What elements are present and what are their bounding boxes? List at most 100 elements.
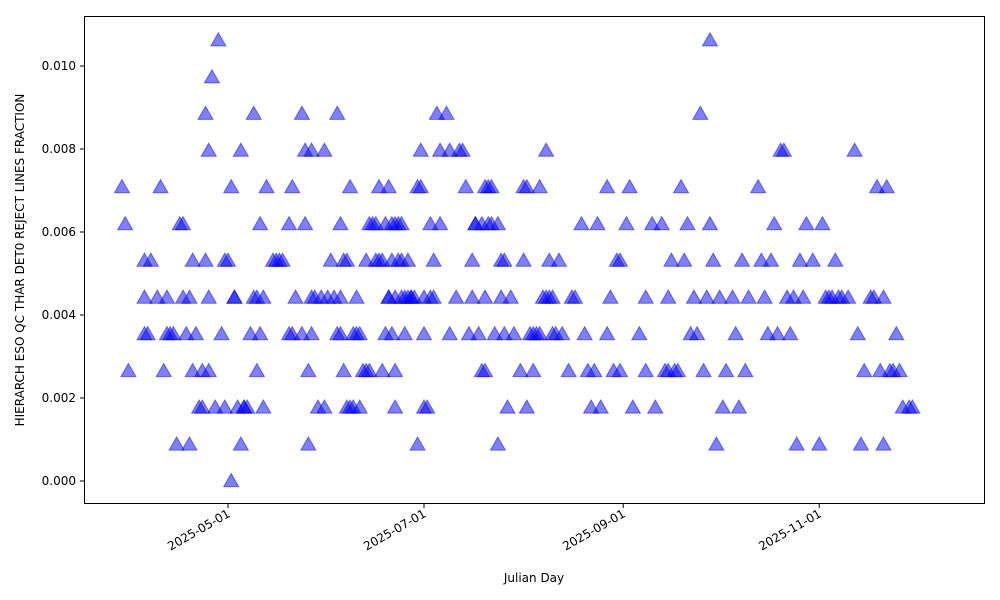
y-tick-label: 0.008 <box>42 142 76 156</box>
y-axis-ticks: 0.000 0.002 0.004 0.006 0.008 0.010 <box>42 59 85 488</box>
triangle-marker <box>431 215 449 231</box>
triangle-marker <box>238 399 256 414</box>
triangle-marker <box>791 252 809 267</box>
triangle-marker <box>585 362 603 378</box>
triangle-marker <box>409 435 426 451</box>
triangle-marker <box>412 178 430 194</box>
triangle-marker <box>193 399 211 414</box>
triangle-marker <box>197 252 214 267</box>
triangle-marker <box>296 215 314 231</box>
triangle-marker <box>701 215 719 231</box>
triangle-marker <box>560 362 577 378</box>
triangle-marker <box>698 289 716 304</box>
triangle-marker <box>316 142 333 157</box>
triangle-marker <box>113 178 131 194</box>
x-axis-label: Julian Day <box>503 571 564 585</box>
triangle-marker <box>181 289 198 304</box>
triangle-marker <box>592 399 610 414</box>
triangle-marker <box>679 215 696 231</box>
triangle-marker <box>788 435 806 451</box>
triangle-marker <box>550 252 568 267</box>
triangle-marker <box>646 399 664 414</box>
triangle-marker <box>287 289 304 304</box>
triangle-marker <box>399 252 417 267</box>
y-tick-label: 0.006 <box>42 225 76 239</box>
triangle-marker <box>293 105 311 120</box>
triangle-marker <box>216 399 234 414</box>
triangle-marker <box>248 362 266 378</box>
triangle-marker <box>232 435 250 451</box>
triangle-marker <box>878 178 896 194</box>
triangle-marker <box>566 289 584 304</box>
plot-frame <box>84 16 985 504</box>
triangle-marker <box>165 325 182 341</box>
triangle-marker <box>168 435 185 451</box>
triangle-marker <box>576 325 594 341</box>
triangle-marker <box>589 215 606 231</box>
triangle-marker <box>139 325 157 341</box>
triangle-marker <box>531 325 549 341</box>
triangle-marker <box>663 252 680 267</box>
triangle-marker <box>181 435 198 451</box>
triangle-marker <box>425 252 443 267</box>
triangle-marker <box>553 325 571 341</box>
triangle-marker <box>328 105 346 120</box>
triangle-marker <box>537 142 555 157</box>
triangle-marker <box>483 178 500 194</box>
triangle-marker <box>303 142 320 157</box>
triangle-marker <box>174 215 192 231</box>
triangle-marker <box>226 289 243 304</box>
triangle-marker <box>499 399 516 414</box>
triangle-marker <box>155 362 173 378</box>
triangle-marker <box>688 325 706 341</box>
triangle-marker <box>386 399 404 414</box>
triangle-marker <box>283 178 301 194</box>
triangle-marker <box>438 105 455 120</box>
triangle-marker <box>601 289 619 304</box>
triangle-marker <box>380 178 398 194</box>
triangle-marker <box>495 252 513 267</box>
triangle-marker <box>711 289 728 304</box>
y-tick-label: 0.004 <box>42 308 76 322</box>
triangle-marker <box>303 325 320 341</box>
triangle-marker <box>219 252 237 267</box>
y-tick-label: 0.002 <box>42 391 76 405</box>
triangle-marker <box>756 289 773 304</box>
triangle-marker <box>280 215 298 231</box>
triangle-marker <box>322 252 340 267</box>
triangle-marker <box>855 362 873 378</box>
triangle-marker <box>891 362 908 378</box>
triangle-marker <box>598 178 616 194</box>
triangle-marker <box>904 399 921 414</box>
triangle-marker <box>418 399 436 414</box>
triangle-marker <box>518 399 536 414</box>
triangle-marker <box>518 178 536 194</box>
triangle-marker <box>251 215 269 231</box>
triangle-marker <box>524 362 542 378</box>
triangle-marker <box>142 252 160 267</box>
triangle-marker <box>213 325 230 341</box>
triangle-marker <box>373 362 391 378</box>
triangle-marker <box>708 435 725 451</box>
triangle-marker <box>222 472 240 488</box>
triangle-marker <box>425 289 443 304</box>
triangle-marker <box>184 252 202 267</box>
triangle-marker <box>251 325 269 341</box>
triangle-marker <box>598 325 616 341</box>
y-tick-label: 0.010 <box>42 59 76 73</box>
triangle-marker <box>531 178 549 194</box>
triangle-marker <box>441 325 459 341</box>
triangle-marker <box>454 142 471 157</box>
triangle-marker <box>852 435 870 451</box>
triangle-marker <box>412 142 430 157</box>
triangle-marker <box>730 399 748 414</box>
triangle-marker <box>618 215 635 231</box>
triangle-marker <box>659 289 677 304</box>
triangle-marker <box>338 252 356 267</box>
triangle-marker <box>781 325 799 341</box>
triangle-marker <box>386 362 404 378</box>
triangle-marker <box>621 178 639 194</box>
triangle-marker <box>762 252 780 267</box>
triangle-marker <box>797 215 815 231</box>
